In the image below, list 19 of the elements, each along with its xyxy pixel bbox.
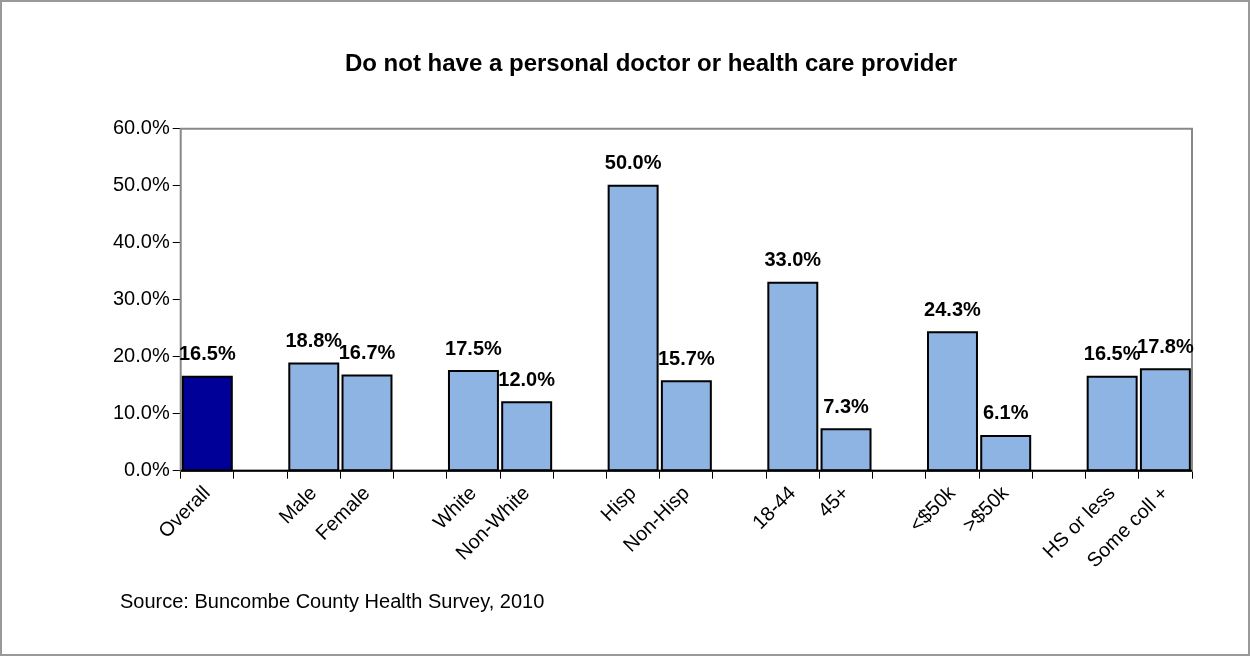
data-label: 15.7% <box>658 346 715 369</box>
data-label: 16.5% <box>178 342 236 365</box>
y-tick-label: 30.0% <box>112 287 170 310</box>
data-label: 17.5% <box>445 336 503 359</box>
data-label: 12.0% <box>498 367 556 390</box>
y-tick-label: 0.0% <box>124 458 170 481</box>
data-label: 6.1% <box>982 401 1029 424</box>
chart-title: Do not have a personal doctor or health care provider <box>344 49 958 77</box>
y-tick-label: 50.0% <box>112 173 170 196</box>
data-label: 24.3% <box>924 297 982 320</box>
source-note: Source: Buncombe County Health Survey, 2010 <box>120 590 545 613</box>
y-tick-label: 20.0% <box>112 344 170 367</box>
data-label: 7.3% <box>823 394 870 417</box>
data-label: 50.0% <box>604 151 662 174</box>
y-tick-label: 10.0% <box>112 401 170 424</box>
y-tick-label: 40.0% <box>112 230 170 253</box>
data-label: 33.0% <box>764 248 822 271</box>
x-tick-label: 45+ <box>813 481 853 521</box>
y-tick-label: 60.0% <box>112 116 170 139</box>
